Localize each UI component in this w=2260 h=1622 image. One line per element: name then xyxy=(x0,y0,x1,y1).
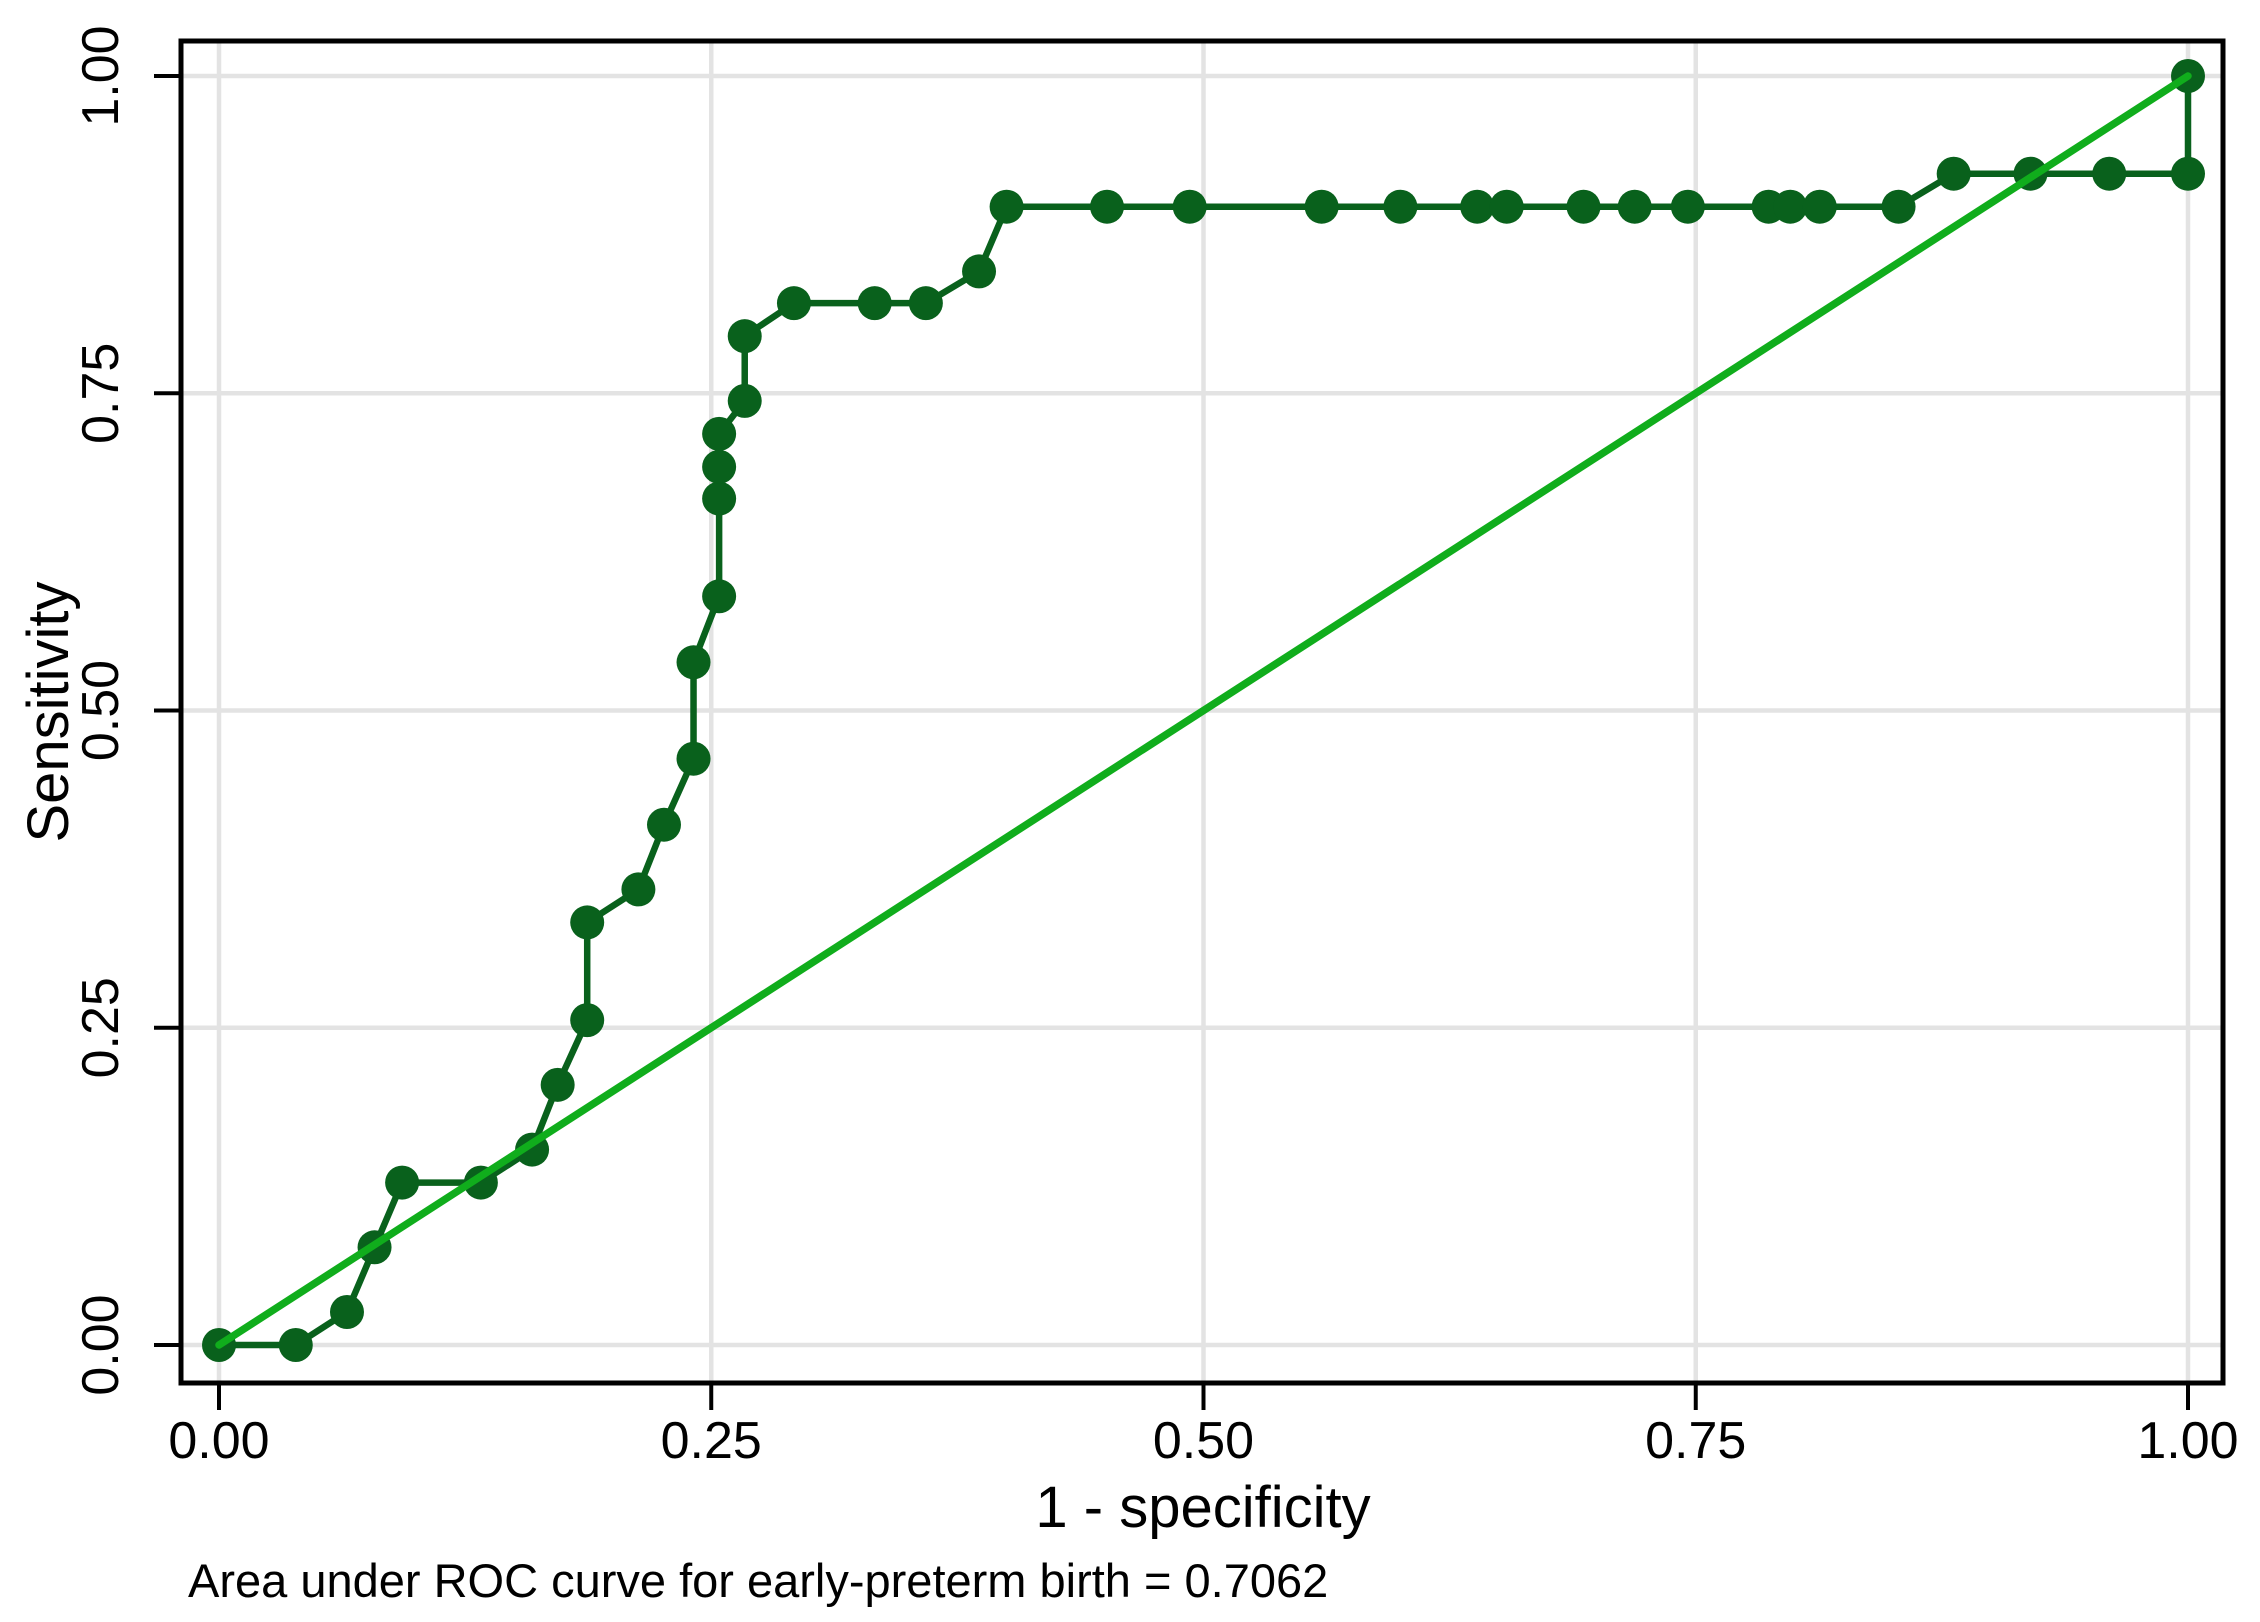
roc-data-point xyxy=(1304,189,1339,224)
roc-data-point xyxy=(776,286,811,321)
roc-data-point xyxy=(908,286,943,321)
x-tick-label: 0.50 xyxy=(1153,1412,1254,1470)
y-tick-label: 0.50 xyxy=(72,660,130,761)
reference-line xyxy=(215,72,2192,1349)
roc-data-point xyxy=(727,319,762,354)
x-tick-label: 1.00 xyxy=(2137,1412,2238,1470)
auc-caption: Area under ROC curve for early-preterm b… xyxy=(188,1554,1328,1607)
x-tick-label: 0.25 xyxy=(661,1412,762,1470)
roc-data-point xyxy=(989,189,1024,224)
roc-data-point xyxy=(646,807,681,842)
roc-data-point xyxy=(278,1328,313,1362)
x-tick-label: 0.75 xyxy=(1645,1412,1746,1470)
roc-data-point xyxy=(702,579,737,614)
roc-data-point xyxy=(570,905,605,940)
roc-data-point xyxy=(676,645,711,680)
roc-data-point xyxy=(1383,189,1418,224)
roc-data-point xyxy=(1802,189,1837,224)
roc-data-point xyxy=(676,741,711,776)
x-axis-title: 1 - specificity xyxy=(1035,1475,1370,1540)
roc-data-point xyxy=(1566,189,1601,224)
roc-data-point xyxy=(727,383,762,418)
roc-data-point xyxy=(1773,189,1808,224)
roc-data-point xyxy=(1090,189,1125,224)
roc-data-point xyxy=(1881,189,1916,224)
x-tick-label: 0.00 xyxy=(168,1412,269,1470)
y-tick-label: 0.25 xyxy=(72,977,130,1078)
roc-data-point xyxy=(1617,189,1652,224)
roc-data-point xyxy=(1936,156,1971,191)
roc-data-point xyxy=(1172,189,1207,224)
roc-data-point xyxy=(621,872,656,907)
series-layer xyxy=(202,59,2205,1362)
gridlines-layer xyxy=(181,41,2223,1383)
y-axis-title: Sensitivity xyxy=(16,581,81,842)
y-tick-label: 1.00 xyxy=(72,25,130,126)
roc-data-point xyxy=(962,254,997,289)
y-tick-label: 0.00 xyxy=(72,1294,130,1395)
roc-data-point xyxy=(1670,189,1705,224)
roc-data-point xyxy=(385,1165,420,1200)
roc-data-point xyxy=(2171,156,2205,191)
y-tick-label: 0.75 xyxy=(72,343,130,444)
roc-data-point xyxy=(2092,156,2127,191)
roc-data-point xyxy=(857,286,892,321)
roc-data-point xyxy=(329,1295,364,1330)
roc-data-point xyxy=(1460,189,1495,224)
roc-data-point xyxy=(1489,189,1524,224)
roc-data-point xyxy=(570,1003,605,1038)
roc-data-point xyxy=(540,1067,575,1102)
ticks-layer: 0.00 0.25 0.50 0.75 1.00 0.00 0.25 0.50 0.75 1.00 xyxy=(72,25,2239,1470)
roc-data-point xyxy=(702,416,737,451)
roc-data-point xyxy=(702,481,737,516)
roc-data-point xyxy=(702,449,737,484)
